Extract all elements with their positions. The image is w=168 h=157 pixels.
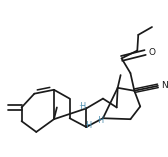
Text: ·H: ·H: [84, 121, 92, 130]
Text: ·H: ·H: [96, 116, 104, 125]
Text: ·H: ·H: [78, 102, 87, 111]
Text: O: O: [148, 48, 155, 57]
Text: N: N: [161, 81, 167, 90]
